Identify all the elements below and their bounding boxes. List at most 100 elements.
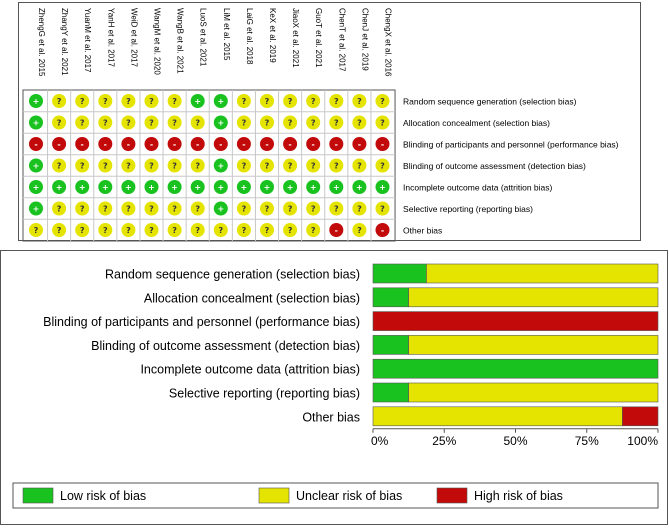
category-label: Allocation concealment (selection bias) xyxy=(144,291,360,305)
rating-dot-low xyxy=(29,94,43,108)
rating-symbol: + xyxy=(264,183,271,192)
rating-dot-unclear xyxy=(98,223,113,237)
study-label: YanH et al. 2017 xyxy=(106,8,115,68)
rating-dot-unclear xyxy=(121,115,136,130)
rating-dot-high xyxy=(98,137,113,151)
rating-symbol: ? xyxy=(103,162,108,171)
rating-symbol: + xyxy=(287,183,294,192)
rating-symbol: ? xyxy=(172,119,177,128)
rating-dot-unclear xyxy=(236,223,251,237)
bar-segment-unclear xyxy=(408,382,659,403)
study-label: WangB et al. 2021 xyxy=(176,8,185,74)
rating-symbol: ? xyxy=(103,119,108,128)
rating-symbol: ? xyxy=(380,162,385,171)
rating-symbol: + xyxy=(194,183,201,192)
x-tick-label: 0% xyxy=(371,434,389,448)
rating-dot-low xyxy=(329,180,344,194)
rating-dot-high xyxy=(144,137,159,151)
x-tick-label: 25% xyxy=(432,434,456,448)
rating-symbol: ? xyxy=(288,205,293,214)
rating-symbol: ? xyxy=(265,226,270,235)
rating-dot-unclear xyxy=(52,115,67,130)
rating-dot-unclear xyxy=(283,115,298,130)
rating-symbol: - xyxy=(288,140,291,149)
rating-dot-unclear xyxy=(190,201,205,216)
rating-symbol: ? xyxy=(172,205,177,214)
rating-symbol: + xyxy=(217,205,224,214)
rating-dot-low xyxy=(29,158,43,173)
rating-dot-unclear xyxy=(375,158,390,173)
rating-dot-low xyxy=(213,201,228,216)
rating-dot-unclear xyxy=(75,94,90,108)
rating-symbol: ? xyxy=(357,205,362,214)
rating-symbol: ? xyxy=(334,119,339,128)
rating-symbol: - xyxy=(150,140,153,149)
rating-dot-unclear xyxy=(260,223,274,237)
rating-dot-unclear xyxy=(190,158,205,173)
rating-dot-unclear xyxy=(329,201,344,216)
rating-dot-unclear xyxy=(283,223,298,237)
rating-symbol: ? xyxy=(149,97,154,106)
rating-symbol: ? xyxy=(242,97,247,106)
rating-symbol: - xyxy=(34,140,37,149)
rating-symbol: + xyxy=(33,162,40,171)
rating-dot-unclear xyxy=(352,201,367,216)
legend-label: High risk of bias xyxy=(474,489,563,503)
rating-dot-unclear xyxy=(329,158,344,173)
rating-symbol: ? xyxy=(172,226,177,235)
rating-symbol: - xyxy=(335,226,338,235)
rating-dot-unclear xyxy=(375,94,390,108)
rating-symbol: ? xyxy=(311,119,316,128)
rating-symbol: + xyxy=(217,183,224,192)
rating-dot-unclear xyxy=(121,201,136,216)
rating-symbol: ? xyxy=(334,205,339,214)
rating-dot-high xyxy=(29,137,43,151)
rating-symbol: + xyxy=(33,97,40,106)
rating-dot-unclear xyxy=(144,158,159,173)
rating-symbol: ? xyxy=(311,162,316,171)
rating-symbol: ? xyxy=(288,97,293,106)
rating-symbol: ? xyxy=(103,205,108,214)
legend-swatch-high xyxy=(436,487,468,504)
rating-symbol: ? xyxy=(242,119,247,128)
rating-symbol: + xyxy=(148,183,155,192)
rating-dot-unclear xyxy=(306,223,321,237)
rating-dot-unclear xyxy=(75,201,90,216)
rating-symbol: - xyxy=(381,140,384,149)
bar-segment-low xyxy=(372,263,427,284)
rating-symbol: + xyxy=(56,183,63,192)
rating-dot-unclear xyxy=(75,223,90,237)
bar-segment-high xyxy=(372,311,659,331)
domain-label: Blinding of outcome assessment (detectio… xyxy=(403,161,586,171)
bar-segment-unclear xyxy=(408,335,659,355)
rating-dot-unclear xyxy=(144,115,159,130)
rating-symbol: ? xyxy=(334,162,339,171)
rating-symbol: ? xyxy=(149,119,154,128)
rating-dot-low xyxy=(213,94,228,108)
rating-symbol: ? xyxy=(334,97,339,106)
category-label: Incomplete outcome data (attrition bias) xyxy=(140,363,360,377)
rating-dot-high xyxy=(190,137,205,151)
rating-dot-low xyxy=(283,180,298,194)
rating-symbol: ? xyxy=(80,205,85,214)
rating-symbol: + xyxy=(217,97,224,106)
rating-dot-low xyxy=(352,180,367,194)
rating-dot-high xyxy=(306,137,321,151)
rating-symbol: ? xyxy=(265,97,270,106)
study-label: LiM et al. 2015 xyxy=(222,8,231,61)
rating-symbol: + xyxy=(33,183,40,192)
rating-symbol: + xyxy=(333,183,340,192)
rating-dot-unclear xyxy=(75,158,90,173)
rating-symbol: ? xyxy=(380,119,385,128)
rating-symbol: ? xyxy=(311,226,316,235)
rating-symbol: + xyxy=(217,119,224,128)
study-label: ZhangY et al. 2021 xyxy=(60,8,69,76)
legend-swatch-low xyxy=(22,487,54,504)
study-label: WangM et al. 2020 xyxy=(153,8,162,75)
rating-dot-unclear xyxy=(98,115,113,130)
study-label: KeX et al. 2019 xyxy=(268,8,277,63)
rating-symbol: ? xyxy=(126,226,131,235)
rating-dot-low xyxy=(167,180,182,194)
rating-symbol: + xyxy=(79,183,86,192)
rating-symbol: ? xyxy=(195,205,200,214)
